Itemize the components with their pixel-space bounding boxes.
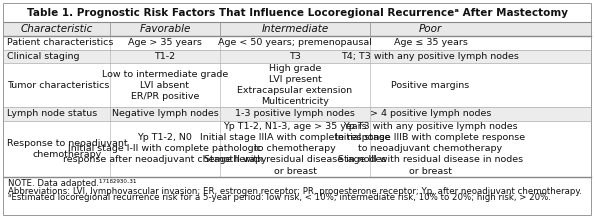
Text: Negative lymph nodes: Negative lymph nodes	[112, 109, 218, 118]
FancyBboxPatch shape	[4, 36, 591, 50]
FancyBboxPatch shape	[4, 22, 591, 36]
Text: Yp T1-2, N1-3, age > 35 years
Initial stage IIIA with complete response
to chemo: Yp T1-2, N1-3, age > 35 years Initial st…	[200, 122, 390, 175]
Text: Yp T1-2, N0
Initial stage I-II with complete pathologic
response after neoadjuva: Yp T1-2, N0 Initial stage I-II with comp…	[63, 133, 267, 164]
FancyBboxPatch shape	[4, 107, 591, 121]
Text: Poor: Poor	[419, 24, 442, 34]
Text: Favorable: Favorable	[139, 24, 190, 34]
Text: Age < 50 years; premenopausal: Age < 50 years; premenopausal	[218, 38, 372, 47]
Text: Clinical staging: Clinical staging	[7, 52, 80, 61]
Text: T4; T3 with any positive lymph nodes: T4; T3 with any positive lymph nodes	[342, 52, 519, 61]
Text: Abbreviations: LVI, lymphovascular invasion; ER, estrogen receptor; PR, progeste: Abbreviations: LVI, lymphovascular invas…	[8, 187, 582, 196]
Text: Lymph node status: Lymph node status	[7, 109, 97, 118]
Text: Yp T3 with any positive lymph nodes
Initial stage IIIB with complete response
to: Yp T3 with any positive lymph nodes Init…	[336, 122, 525, 175]
FancyBboxPatch shape	[4, 177, 591, 215]
FancyBboxPatch shape	[4, 4, 591, 215]
Text: Response to neoadjuvant
chemotherapy: Response to neoadjuvant chemotherapy	[7, 139, 127, 159]
Text: Positive margins: Positive margins	[392, 81, 469, 90]
Text: Age ≤ 35 years: Age ≤ 35 years	[393, 38, 468, 47]
Text: Characteristic: Characteristic	[21, 24, 93, 34]
Text: > 4 positive lymph nodes: > 4 positive lymph nodes	[370, 109, 491, 118]
Text: ᵃEstimated locoregional recurrence risk for a 5-year period: low risk, < 10%; in: ᵃEstimated locoregional recurrence risk …	[8, 194, 551, 203]
FancyBboxPatch shape	[4, 4, 591, 22]
Text: Intermediate: Intermediate	[261, 24, 328, 34]
Text: High grade
LVI present
Extracapsular extension
Multicentricity: High grade LVI present Extracapsular ext…	[237, 64, 353, 106]
FancyBboxPatch shape	[4, 121, 591, 177]
Text: 1-3 positive lymph nodes: 1-3 positive lymph nodes	[235, 109, 355, 118]
Text: T1-2: T1-2	[155, 52, 176, 61]
Text: Tumor characteristics: Tumor characteristics	[7, 81, 109, 90]
Text: Patient characteristics: Patient characteristics	[7, 38, 114, 47]
Text: Low to intermediate grade
LVI absent
ER/PR positive: Low to intermediate grade LVI absent ER/…	[102, 69, 228, 101]
FancyBboxPatch shape	[4, 63, 591, 107]
Text: T3: T3	[289, 52, 301, 61]
Text: NOTE. Data adapted.¹⁷¹⁸²⁹³⁰·³¹: NOTE. Data adapted.¹⁷¹⁸²⁹³⁰·³¹	[8, 180, 136, 189]
FancyBboxPatch shape	[4, 50, 591, 63]
Text: Table 1. Prognostic Risk Factors That Influence Locoregional Recurrenceᵃ After M: Table 1. Prognostic Risk Factors That In…	[27, 8, 568, 18]
Text: Age > 35 years: Age > 35 years	[128, 38, 202, 47]
